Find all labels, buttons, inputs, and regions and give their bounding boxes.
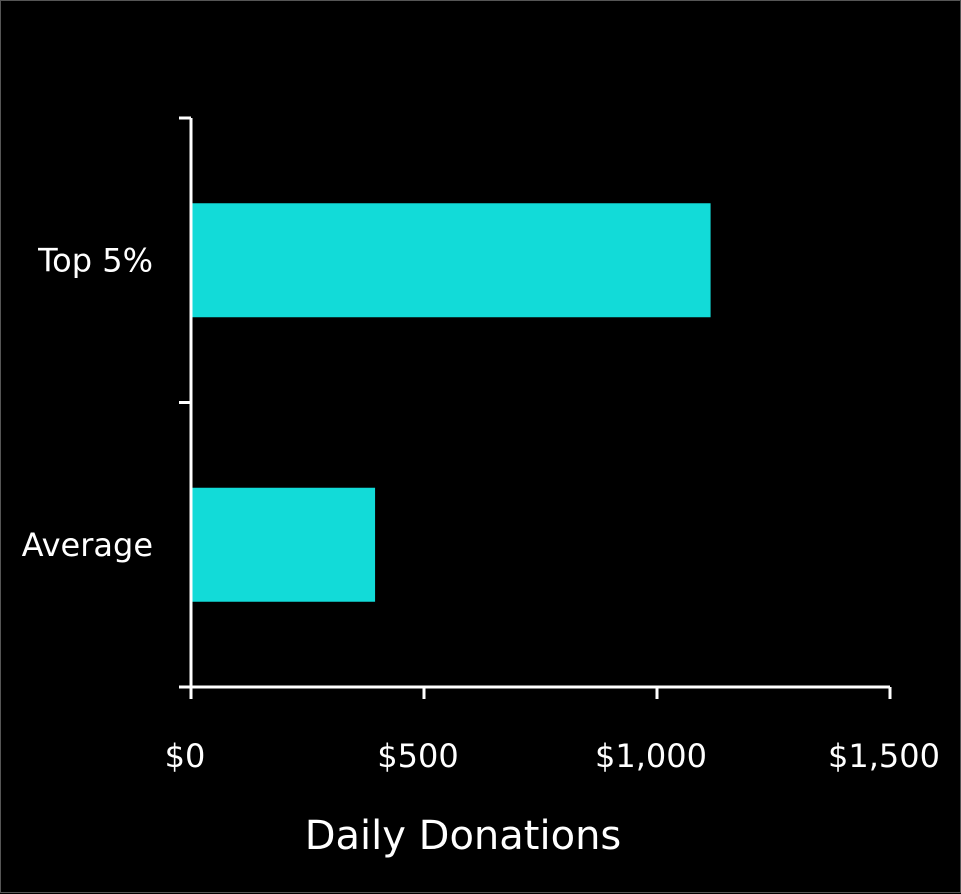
bars-group (191, 203, 711, 602)
x-tick-label: $1,000 (595, 737, 707, 775)
x-tick-label: $0 (165, 737, 206, 775)
x-tick-label: $1,500 (828, 737, 940, 775)
y-tick-label-average: Average (22, 526, 153, 564)
bar-average (191, 487, 376, 602)
labels-group: Top 5% Average $0 $500 $1,000 $1,500 (22, 241, 940, 775)
x-axis-title: Daily Donations (305, 813, 622, 859)
bar-top-5 (191, 203, 711, 318)
x-tick-label: $500 (377, 737, 458, 775)
axes-group (179, 116, 892, 699)
y-tick-label-top-5: Top 5% (37, 241, 153, 279)
